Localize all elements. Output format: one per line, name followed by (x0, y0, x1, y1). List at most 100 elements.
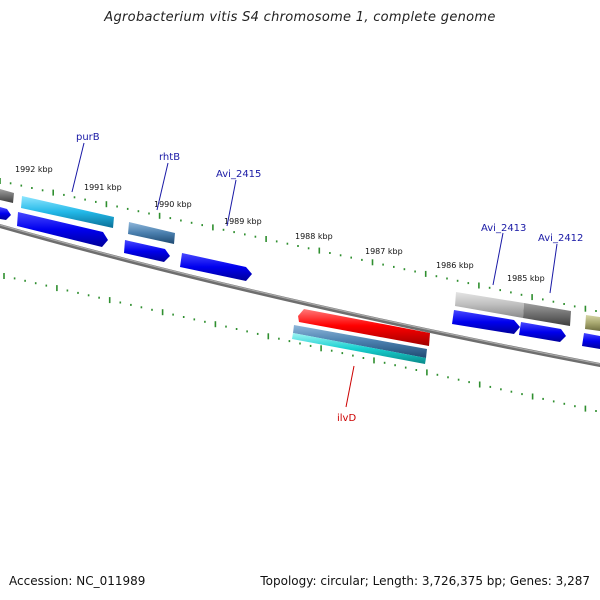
cds-arrow-left[interactable] (0, 207, 11, 220)
feature-purB[interactable] (21, 196, 114, 228)
feature-ilvD-gene[interactable] (293, 325, 427, 358)
inner-major-tick (108, 297, 111, 304)
outer-minor-tick (244, 233, 246, 236)
inner-major-tick (584, 405, 587, 412)
kbp-label-1988: 1988 kbp (295, 232, 333, 241)
outer-minor-tick (467, 282, 470, 285)
outer-minor-tick (595, 310, 597, 312)
cds-arrow-right[interactable] (582, 333, 600, 349)
callout-purB (71, 142, 85, 193)
inner-minor-tick (574, 405, 576, 408)
outer-minor-tick (520, 293, 523, 296)
outer-minor-tick (414, 270, 416, 273)
outer-minor-tick (180, 219, 182, 222)
outer-minor-tick (573, 305, 576, 308)
inner-major-tick (320, 345, 322, 352)
genome-summary-text: Topology: circular; Length: 3,726,375 bp… (260, 574, 590, 588)
feature-right-edge-olive (585, 315, 600, 331)
kbp-label-1991: 1991 kbp (84, 183, 122, 192)
kbp-label-1990: 1990 kbp (154, 200, 192, 209)
outer-major-tick (0, 178, 1, 184)
inner-major-tick (373, 357, 375, 364)
outer-minor-tick (552, 300, 555, 303)
inner-minor-tick (278, 337, 280, 340)
accession-text: Accession: NC_011989 (9, 574, 146, 588)
inner-minor-tick (468, 381, 470, 384)
outer-minor-tick (286, 242, 289, 245)
inner-minor-tick (552, 400, 555, 403)
inner-minor-tick (13, 277, 16, 280)
outer-minor-tick (9, 182, 12, 185)
inner-minor-tick (404, 366, 407, 369)
inner-tick-track (3, 273, 597, 412)
outer-major-tick (584, 305, 587, 312)
outer-major-tick (52, 189, 54, 196)
outer-minor-tick (499, 289, 501, 292)
inner-major-tick (3, 273, 5, 279)
inner-major-tick (478, 381, 481, 388)
inner-minor-tick (66, 289, 69, 292)
inner-minor-tick (563, 402, 566, 405)
inner-major-tick (426, 369, 428, 376)
gene-label-Avi_2415: Avi_2415 (216, 169, 261, 180)
outer-major-tick (105, 201, 108, 208)
outer-minor-tick (446, 277, 448, 280)
cds-arrow-Avi_2413[interactable] (452, 310, 520, 334)
callout-Avi_2415 (226, 179, 237, 227)
kbp-label-1989: 1989 kbp (224, 217, 262, 226)
outer-minor-tick (95, 200, 97, 203)
inner-minor-tick (182, 316, 185, 318)
outer-minor-tick (254, 235, 257, 238)
outer-minor-tick (329, 252, 331, 254)
inner-minor-tick (151, 308, 153, 311)
kbp-label-1986: 1986 kbp (436, 261, 474, 270)
inner-minor-tick (447, 376, 449, 379)
outer-major-tick (158, 212, 161, 219)
cds-arrow-purB[interactable] (17, 212, 108, 247)
outer-minor-tick (361, 258, 363, 261)
feature-Avi_2412[interactable] (523, 303, 571, 326)
callout-Avi_2413 (492, 232, 504, 286)
inner-minor-tick (521, 393, 523, 396)
inner-minor-tick (309, 344, 312, 347)
outer-major-tick (318, 247, 321, 254)
map-title: Agrobacterium vitis S4 chromosome 1, com… (104, 10, 496, 25)
inner-major-tick (161, 309, 164, 316)
inner-minor-tick (225, 325, 227, 328)
inner-minor-tick (510, 390, 513, 393)
outer-minor-tick (563, 303, 565, 305)
feature-ilvD[interactable] (298, 309, 430, 346)
outer-major-tick (265, 236, 267, 242)
outer-minor-tick (510, 291, 512, 294)
cds-arrow-rhtB[interactable] (124, 240, 170, 262)
inner-minor-tick (288, 340, 291, 343)
feature-track-upper (0, 189, 600, 331)
outer-minor-tick (31, 187, 33, 189)
outer-minor-tick (382, 263, 384, 266)
outer-minor-tick (126, 207, 129, 210)
outer-minor-tick (148, 212, 150, 215)
inner-minor-tick (500, 388, 502, 391)
gene-labels: purB rhtB Avi_2415 Avi_2413 Avi_2412 ilv… (76, 132, 583, 424)
feature-rhtB[interactable] (128, 222, 175, 244)
inner-minor-tick (246, 330, 248, 333)
inner-minor-tick (415, 369, 418, 371)
outer-minor-tick (435, 275, 438, 278)
outer-minor-tick (275, 240, 278, 243)
inner-minor-tick (256, 332, 259, 335)
inner-minor-tick (87, 294, 90, 297)
chromosome-backbone-highlight (0, 224, 600, 365)
feature-ilvD-mrna[interactable] (292, 333, 426, 364)
inner-minor-tick (98, 296, 100, 299)
inner-major-tick (531, 393, 534, 400)
inner-minor-tick (542, 397, 544, 400)
outer-minor-tick (542, 298, 544, 301)
outer-major-tick (212, 224, 214, 231)
feature-Avi_2413[interactable] (455, 292, 524, 318)
outer-major-tick (531, 294, 533, 301)
cds-arrow-Avi_2415[interactable] (180, 253, 252, 281)
cds-track (0, 207, 600, 349)
outer-minor-tick (190, 221, 193, 224)
inner-minor-tick (457, 378, 460, 381)
cds-arrow-Avi_2412[interactable] (519, 322, 566, 342)
